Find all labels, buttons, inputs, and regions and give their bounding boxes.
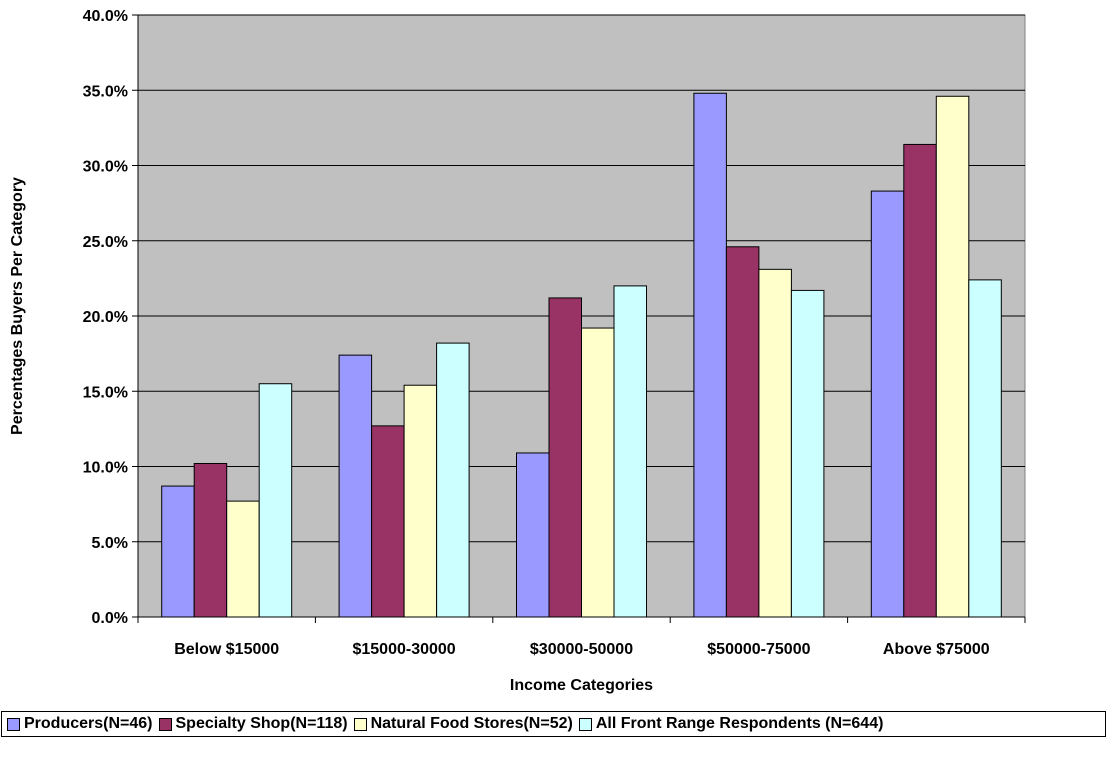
- bar: [193, 462, 228, 618]
- bar: [548, 297, 582, 618]
- bar: [516, 452, 550, 618]
- legend-item: Natural Food Stores(N=52): [353, 715, 573, 733]
- axes: [132, 14, 1026, 623]
- y-axis-title: Percentages Buyers Per Category: [9, 177, 26, 435]
- legend-label: All Front Range Respondents (N=644): [595, 715, 884, 732]
- bar: [226, 500, 260, 618]
- x-tick-label: Above $75000: [883, 641, 990, 658]
- bar: [903, 143, 937, 618]
- legend-item: Specialty Shop(N=118): [158, 715, 348, 733]
- y-tick-label: 5.0%: [92, 535, 128, 552]
- legend-swatch: [158, 717, 172, 731]
- legend-label: Specialty Shop(N=118): [175, 715, 348, 732]
- y-tick-label: 40.0%: [83, 8, 128, 25]
- legend-swatch: [578, 717, 592, 731]
- y-tick-label: 20.0%: [83, 309, 128, 326]
- bar: [790, 289, 825, 618]
- bar: [870, 190, 905, 618]
- bar: [436, 342, 470, 618]
- y-tick-label: 15.0%: [83, 384, 128, 401]
- bar: [758, 268, 792, 618]
- bar: [581, 327, 615, 618]
- y-tick-label: 10.0%: [83, 460, 128, 477]
- y-tick-labels: 0.0% 5.0% 10.0% 15.0% 20.0% 25.0% 30.0% 35.0% 40…: [83, 8, 128, 627]
- legend-item: Producers(N=46): [7, 715, 153, 733]
- bar: [338, 354, 373, 618]
- bar: [725, 246, 760, 618]
- x-tick-label: Below $15000: [174, 641, 279, 658]
- x-tick-label: $50000-75000: [707, 641, 810, 658]
- legend: Producers(N=46) Specialty Shop(N=118) Natu…: [1, 711, 1106, 737]
- x-tick-label: $30000-50000: [530, 641, 633, 658]
- legend-label: Natural Food Stores(N=52): [370, 715, 573, 732]
- x-tick-label: $15000-30000: [352, 641, 455, 658]
- bar: [613, 285, 647, 618]
- legend-label: Producers(N=46): [24, 715, 153, 732]
- bar: [935, 95, 970, 618]
- legend-swatch: [353, 717, 367, 731]
- bar: [693, 92, 727, 618]
- x-tick-labels: Below $15000 $15000-30000 $30000-50000 $500…: [174, 641, 990, 658]
- y-tick-label: 25.0%: [83, 234, 128, 251]
- y-tick-label: 30.0%: [83, 159, 128, 176]
- y-tick-label: 35.0%: [83, 83, 128, 100]
- bars: [161, 92, 1002, 618]
- bar: [403, 384, 438, 618]
- legend-swatch: [7, 717, 20, 731]
- bar: [371, 425, 405, 618]
- bar: [258, 383, 293, 618]
- bar: [968, 279, 1002, 618]
- legend-item: All Front Range Respondents (N=644): [578, 715, 884, 733]
- x-axis-title: Income Categories: [510, 677, 653, 694]
- bar: [161, 485, 195, 618]
- bar-chart: 0.0% 5.0% 10.0% 15.0% 20.0% 25.0% 30.0% 35.0% 40…: [9, 8, 1026, 694]
- y-tick-label: 0.0%: [92, 610, 128, 627]
